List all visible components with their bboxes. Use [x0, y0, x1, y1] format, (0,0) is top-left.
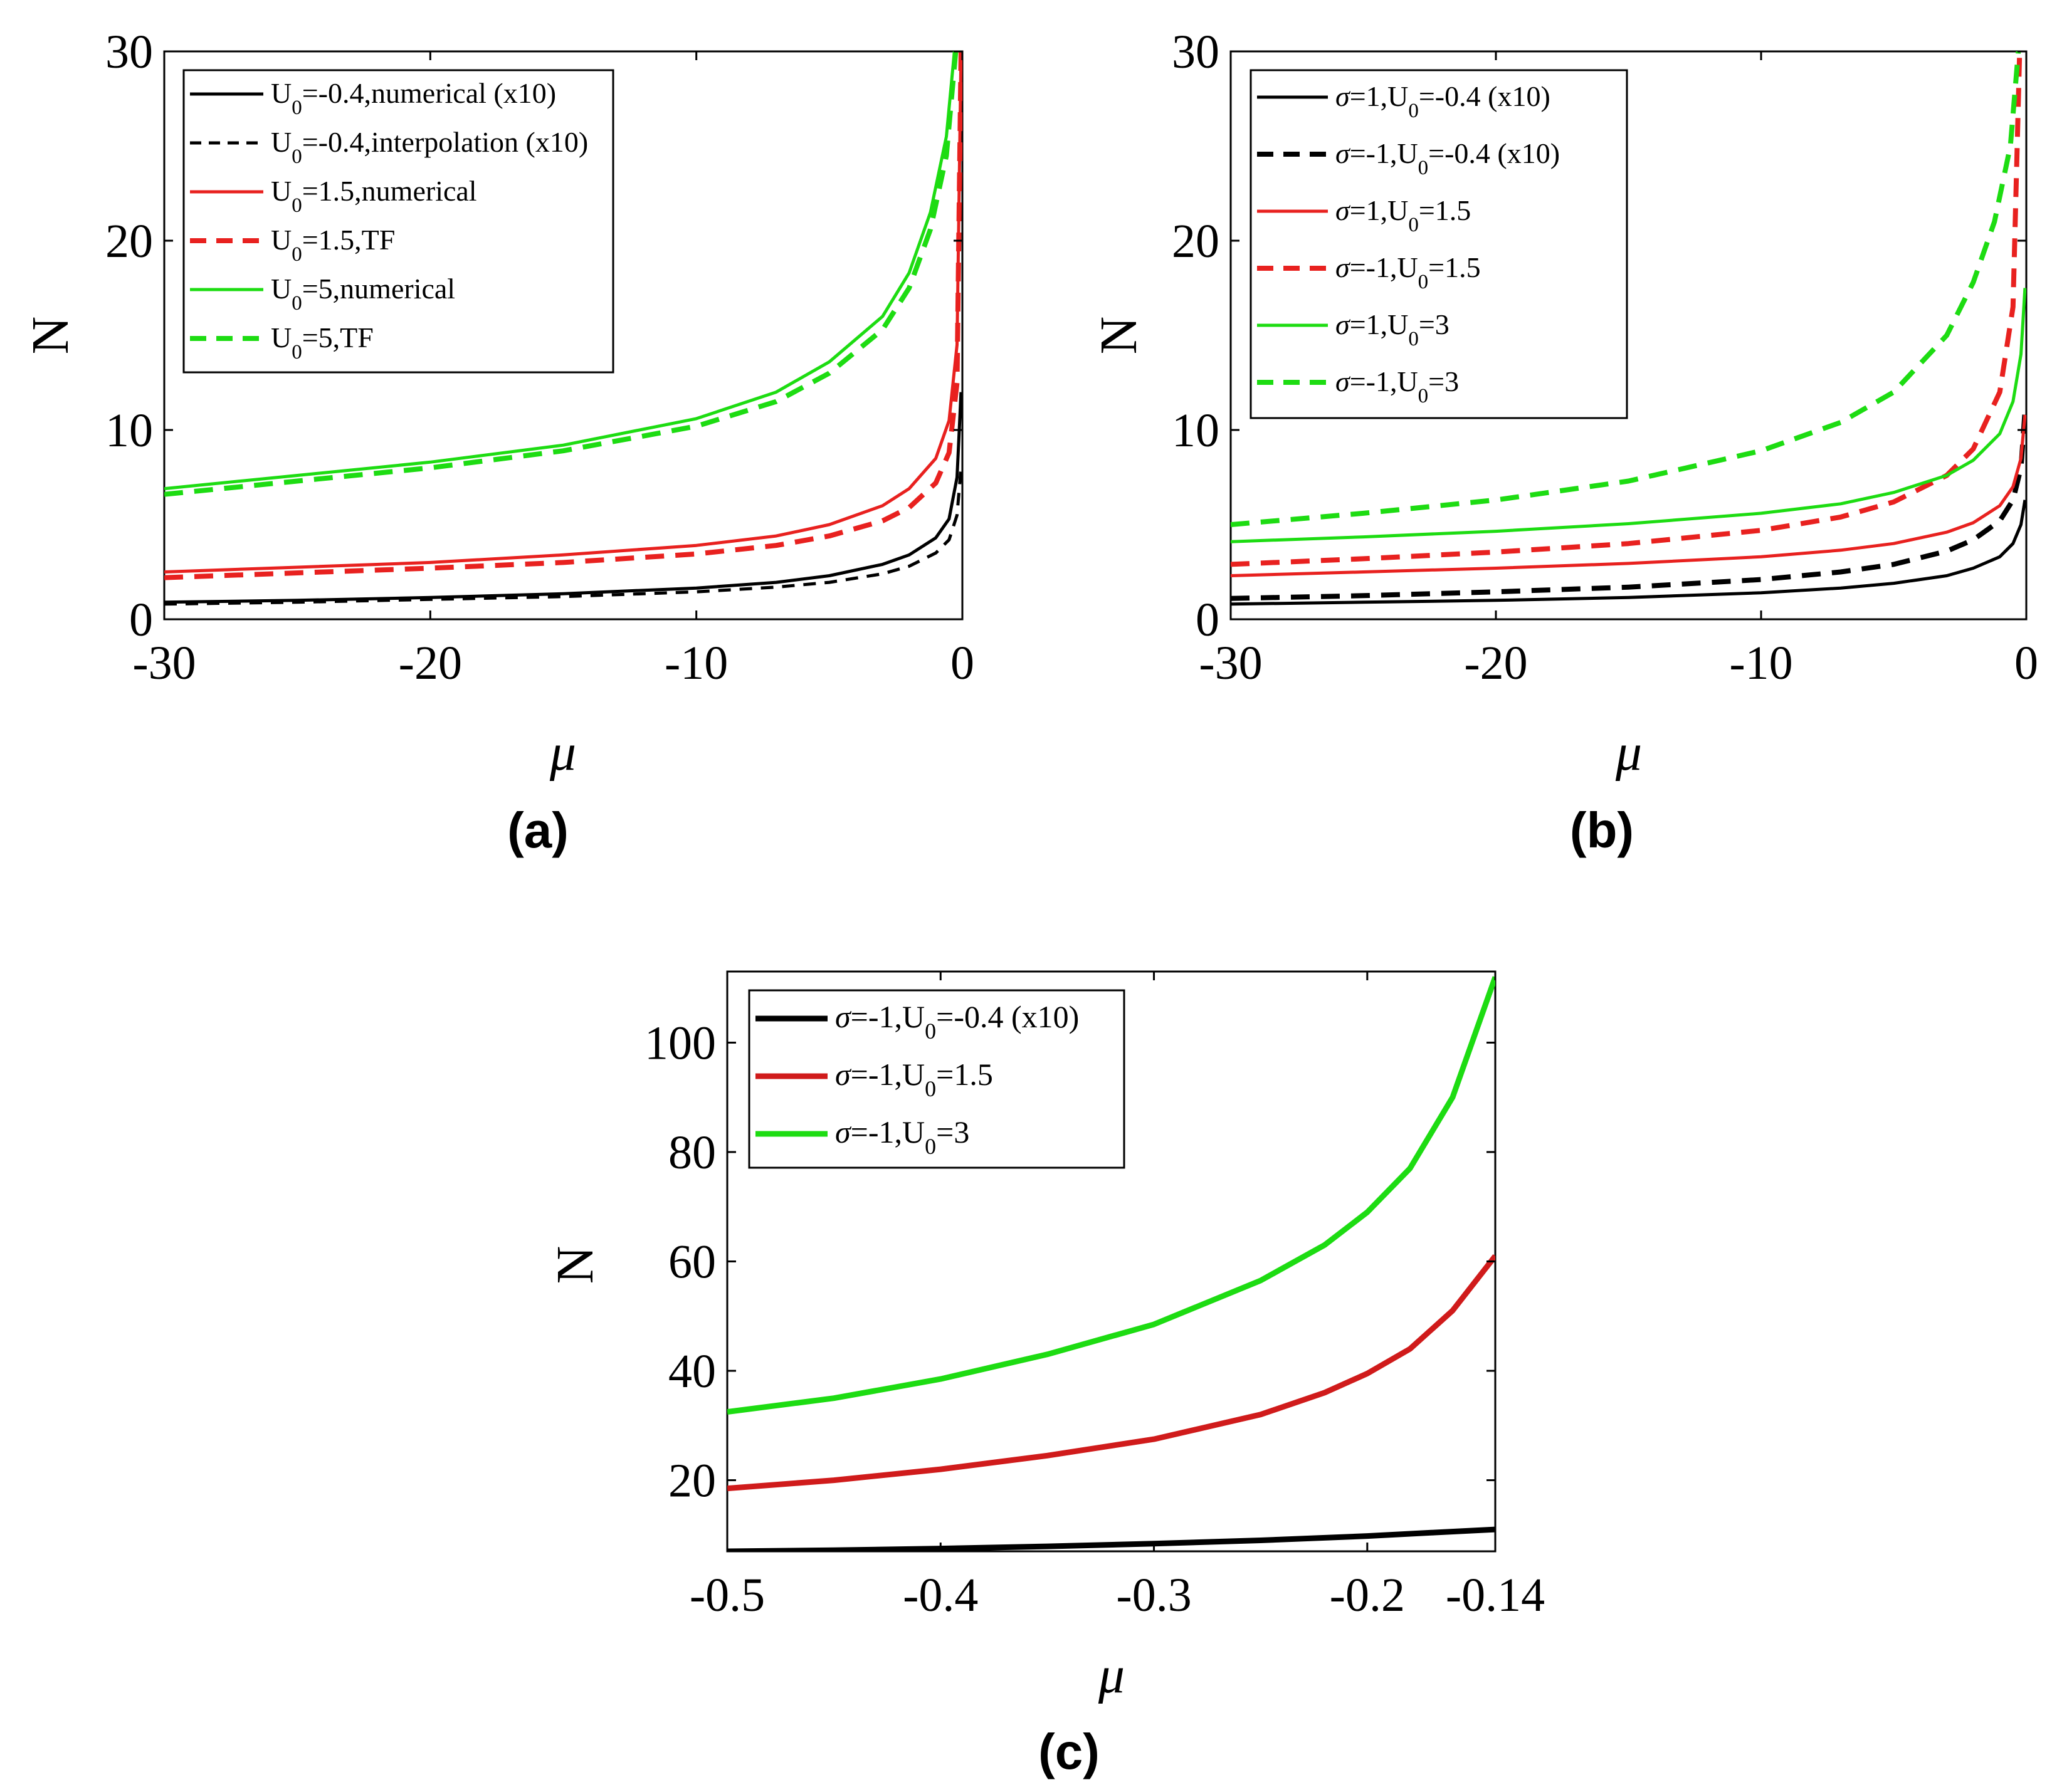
panel-b-chart: -30 -20 -10 0 0 10 20 30 N μ (b) σ=1,U0=-0.4 (x… — [1090, 26, 2038, 858]
panel-c-xtick-label: -0.2 — [1330, 1569, 1405, 1622]
panel-b-xtick-label: -10 — [1729, 637, 1792, 689]
panel-b-legend-text-3: σ=-1,U0=1.5 — [1335, 251, 1481, 293]
panel-a-xtick-label: -10 — [665, 637, 728, 689]
panel-b-series-3 — [1231, 51, 2023, 567]
panel-b-legend-text-1: σ=-1,U0=-0.4 (x10) — [1335, 137, 1560, 179]
panel-b-label: (b) — [1570, 802, 1634, 858]
panel-c-ytick-label: 20 — [668, 1455, 716, 1507]
panel-a-legend-text-3: U0=1.5,TF — [271, 224, 395, 266]
panel-b-legend-box — [1250, 69, 1628, 419]
panel-b-xtick-label: -20 — [1464, 637, 1527, 689]
panel-a-legend-text-2: U0=1.5,numerical — [271, 175, 477, 217]
panel-b-series-2 — [1231, 414, 2026, 577]
panel-b-xlabel: μ — [1615, 723, 1642, 782]
panel-c-ytick-label: 80 — [668, 1126, 716, 1179]
panel-b-ylabel: N — [1090, 317, 1148, 355]
panel-c-xtick-label: -0.4 — [903, 1569, 978, 1622]
panel-a-legend-box — [182, 69, 614, 374]
panel-c-ytick-label: 60 — [668, 1236, 716, 1289]
panel-b-legend-text-4: σ=1,U0=3 — [1335, 308, 1450, 350]
panel-c-xtick-label: -0.14 — [1446, 1569, 1545, 1622]
panel-b-ytick-label: 10 — [1172, 404, 1219, 457]
panel-a-ytick-label: 30 — [105, 26, 153, 78]
panel-c-ytick-label: 40 — [668, 1345, 716, 1398]
panel-c-chart: -0.5 -0.4 -0.3 -0.2 -0.14 20 40 60 80 100 N μ (c)… — [546, 970, 1545, 1779]
panel-b-series-1 — [1231, 411, 2026, 601]
panel-a-xlabel: μ — [549, 723, 576, 782]
panel-a-series-4 — [164, 51, 956, 491]
panel-b-ytick-label: 30 — [1172, 26, 1219, 78]
panel-b-xtick-label: -30 — [1199, 637, 1262, 689]
panel-a-legend-text-0: U0=-0.4,numerical (x10) — [271, 77, 556, 119]
panel-b-series-5 — [1231, 51, 2021, 527]
panel-a-series-0 — [164, 392, 962, 604]
panel-c-legend-text-0: σ=-1,U0=-0.4 (x10) — [835, 999, 1079, 1044]
panel-a-xtick-label: -20 — [399, 637, 462, 689]
panel-b-ytick-label: 0 — [1196, 594, 1219, 646]
panel-c-series-2 — [727, 976, 1495, 1415]
panel-a-label: (a) — [507, 802, 569, 858]
panel-a-legend-text-1: U0=-0.4,interpolation (x10) — [271, 126, 588, 168]
panel-a-series-5 — [164, 51, 959, 497]
panel-b-legend-text-0: σ=1,U0=-0.4 (x10) — [1335, 80, 1550, 122]
panel-c-label: (c) — [1038, 1724, 1100, 1779]
panel-a-ytick-label: 20 — [105, 215, 153, 268]
panel-b-series-0 — [1231, 500, 2026, 606]
panel-b-xtick-label: 0 — [2014, 637, 2038, 689]
panel-b-legend-text-2: σ=1,U0=1.5 — [1335, 194, 1471, 236]
panel-c-legend-text-1: σ=-1,U0=1.5 — [835, 1057, 993, 1101]
panel-a-series-2 — [164, 51, 962, 574]
panel-c-ylabel: N — [546, 1246, 604, 1284]
panel-c-xlabel: μ — [1098, 1646, 1125, 1704]
panel-a-ytick-label: 0 — [129, 594, 153, 646]
panel-a-chart: -30 -20 -10 0 0 10 20 30 N μ (a) U0=-0.4,numeri… — [21, 26, 974, 858]
panel-c-xtick-label: -0.3 — [1116, 1569, 1191, 1622]
panel-b-ytick-label: 20 — [1172, 215, 1219, 268]
panel-c-series-1 — [727, 1254, 1495, 1492]
panel-a-legend: U0=-0.4,numerical (x10) U0=-0.4,interpola… — [182, 69, 614, 374]
panel-a-xtick-label: 0 — [950, 637, 974, 689]
panel-c-legend-text-2: σ=-1,U0=3 — [835, 1114, 969, 1159]
panel-b-legend: σ=1,U0=-0.4 (x10) σ=-1,U0=-0.4 (x10) σ=1,U… — [1250, 69, 1628, 419]
panel-a-legend-text-5: U0=5,TF — [271, 322, 374, 364]
panel-c-legend: σ=-1,U0=-0.4 (x10) σ=-1,U0=1.5 σ=-1,U0=3 — [748, 989, 1125, 1169]
panel-a-ylabel: N — [21, 317, 80, 355]
panel-a-legend-text-4: U0=5,numerical — [271, 273, 455, 315]
panel-a-ytick-label: 10 — [105, 404, 153, 457]
panel-a-series-3 — [164, 51, 962, 580]
panel-c-ytick-label: 100 — [645, 1017, 716, 1069]
panel-a-xtick-label: -30 — [132, 637, 196, 689]
panel-b-legend-text-5: σ=-1,U0=3 — [1335, 365, 1459, 407]
panel-b-series-4 — [1231, 288, 2026, 543]
panel-a-series-1 — [164, 468, 962, 606]
panel-c-xtick-label: -0.5 — [690, 1569, 765, 1622]
